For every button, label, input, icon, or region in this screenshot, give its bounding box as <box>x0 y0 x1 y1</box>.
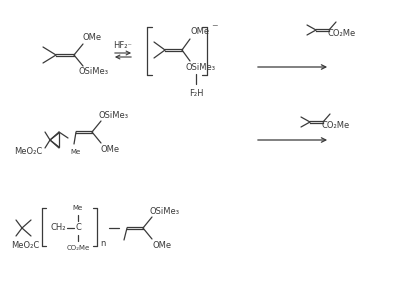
Text: OSiMe₃: OSiMe₃ <box>185 63 215 72</box>
Text: n: n <box>100 239 105 248</box>
Text: F₂H: F₂H <box>188 89 203 98</box>
Text: OMe: OMe <box>82 34 101 43</box>
Text: CO₂Me: CO₂Me <box>321 122 349 131</box>
Text: CH₂: CH₂ <box>50 224 66 232</box>
Text: MeO₂C: MeO₂C <box>14 147 42 157</box>
Text: CO₂Me: CO₂Me <box>327 30 355 39</box>
Text: Me: Me <box>71 149 81 155</box>
Text: CO₂Me: CO₂Me <box>66 245 90 251</box>
Text: OSiMe₃: OSiMe₃ <box>79 67 109 76</box>
Text: OMe: OMe <box>190 28 209 36</box>
Text: ⁻: ⁻ <box>210 23 217 36</box>
Text: OSiMe₃: OSiMe₃ <box>99 111 129 120</box>
Text: OSiMe₃: OSiMe₃ <box>149 206 179 215</box>
Text: Me: Me <box>72 205 83 211</box>
Text: HF₂⁻: HF₂⁻ <box>113 41 132 50</box>
Text: OMe: OMe <box>152 241 171 250</box>
Text: MeO₂C: MeO₂C <box>11 241 39 250</box>
Text: OMe: OMe <box>100 144 119 153</box>
Text: C: C <box>75 224 81 232</box>
